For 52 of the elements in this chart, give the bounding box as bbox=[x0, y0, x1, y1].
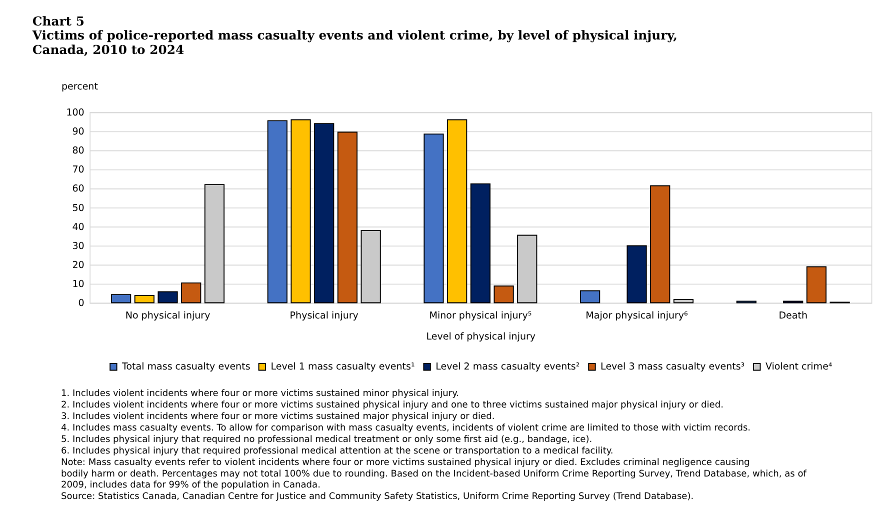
y-tick-label: 50 bbox=[72, 202, 84, 214]
bar bbox=[424, 134, 444, 304]
y-axis-title: percent bbox=[61, 82, 98, 93]
x-tick-label: Physical injury bbox=[290, 310, 359, 322]
text: 4. Includes mass casualty events. To allow for comparison with mass casualty events, incidents of violent crime are limited to those with victim records. bbox=[61, 424, 751, 434]
legend-label: Level 1 mass casualty events¹ bbox=[270, 362, 415, 373]
legend-label: Violent crime⁴ bbox=[765, 362, 832, 373]
bar bbox=[337, 132, 358, 304]
y-tick-label: 60 bbox=[72, 184, 84, 195]
bar bbox=[517, 234, 538, 304]
text: 2. Includes violent incidents where four or more victims sustained physical injury and one to three victims sustained major physical injury or died. bbox=[61, 400, 724, 411]
chart-title: Chart 5 Victims of police-reported mass casualty events and violent crime, by level of physical injury, Canada, 2010 to 2024 bbox=[31, 13, 678, 57]
legend-label: Level 2 mass casualty events² bbox=[436, 362, 580, 373]
bar bbox=[134, 295, 154, 304]
text: 1. Includes violent incidents where four or more victims sustained minor physical injury. bbox=[61, 389, 460, 400]
bar bbox=[650, 185, 670, 304]
text: 3. Includes violent incidents where four or more victims sustained major physical injury or died. bbox=[61, 412, 495, 422]
bar bbox=[494, 286, 514, 304]
y-tick-label: 100 bbox=[66, 107, 84, 118]
y-tick-label: 30 bbox=[72, 240, 84, 252]
bar bbox=[204, 184, 225, 304]
bar bbox=[360, 230, 381, 304]
bar bbox=[626, 245, 647, 304]
legend-label: Total mass casualty events bbox=[121, 362, 250, 373]
text: 6. Includes physical injury that required professional medical attention at the scene or transportation to a medical facility. bbox=[61, 446, 614, 456]
legend-label: Level 3 mass casualty events³ bbox=[600, 362, 745, 373]
bar bbox=[290, 119, 311, 304]
y-tick-label: 90 bbox=[72, 126, 84, 138]
x-tick-label: Death bbox=[778, 310, 808, 322]
y-tick-label: 0 bbox=[78, 298, 84, 310]
bar bbox=[806, 266, 827, 304]
bar bbox=[673, 299, 694, 304]
bar bbox=[314, 123, 334, 304]
x-tick-label: Major physical injury⁶ bbox=[586, 310, 688, 322]
bar bbox=[181, 282, 202, 304]
text: Note: Mass casualty events refer to violent incidents where four or more victims sustained physical injury or died. Excludes criminal negligence causing bodily harm or death. Percentages may not total 100% due to rounding. Based on the Incident-based Uniform Crime Reporting Survey, Trend Database, which, as of 2009, includes data for 99% of the population in Canada. bbox=[61, 458, 808, 491]
x-tick-label: Minor physical injury⁵ bbox=[429, 310, 532, 322]
y-tick-label: 70 bbox=[72, 164, 84, 176]
y-tick-label: 20 bbox=[72, 260, 84, 271]
y-tick-label: 40 bbox=[72, 222, 84, 233]
text: 5. Includes physical injury that required no professional medical treatment or only some first aid (e.g., bandage, ice). bbox=[61, 434, 592, 445]
bar bbox=[158, 291, 178, 304]
x-axis-title: Level of physical injury bbox=[426, 331, 536, 342]
x-tick-label: No physical injury bbox=[125, 310, 211, 322]
bar bbox=[447, 119, 468, 304]
y-tick-label: 10 bbox=[72, 279, 84, 290]
bar bbox=[267, 120, 288, 304]
bar bbox=[111, 294, 132, 304]
bar bbox=[580, 290, 600, 304]
source-note: Source: Statistics Canada, Canadian Centre for Justice and Community Safety Statistics, Uniform Crime Reporting Survey (Trend Database). bbox=[61, 492, 694, 502]
y-tick-label: 80 bbox=[72, 146, 84, 157]
bar bbox=[470, 183, 490, 304]
